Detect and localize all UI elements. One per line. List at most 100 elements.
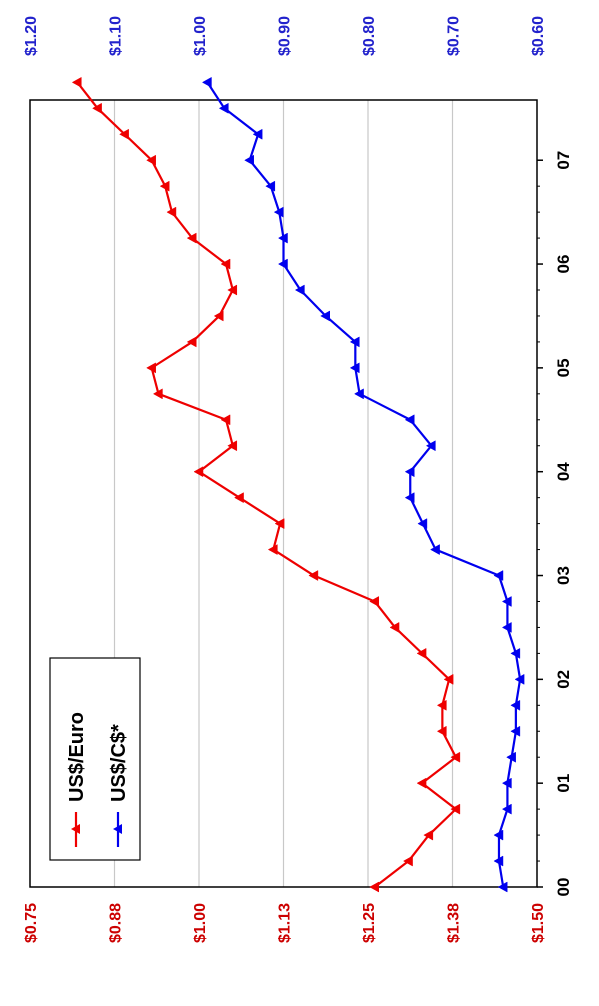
data-point (159, 180, 170, 192)
data-point (510, 647, 521, 659)
data-point (119, 128, 129, 140)
data-point (234, 492, 244, 504)
data-point (510, 725, 521, 737)
data-point (308, 570, 319, 581)
data-point (389, 622, 400, 633)
y-right-tick-label: $0.90 (277, 16, 294, 56)
data-point (267, 544, 278, 555)
data-point (493, 855, 504, 867)
data-point (423, 829, 434, 841)
legend-label: US$/C$* (108, 724, 130, 802)
gridlines (113, 100, 454, 887)
data-point (369, 596, 380, 607)
data-point (213, 310, 224, 322)
data-point (436, 725, 447, 737)
data-point (404, 466, 415, 478)
data-point (227, 440, 238, 452)
legend-label: US$/Euro (66, 712, 88, 802)
data-point (443, 673, 454, 685)
y-right-axis: $0.60 $0.70 $0.80 $0.90 $1.00 $1.10 $1.20 (23, 16, 547, 56)
data-point (166, 206, 177, 218)
x-tick-label: 00 (554, 878, 573, 897)
data-point (510, 699, 521, 711)
legend-item: US$/Euro (66, 712, 88, 847)
data-point (146, 154, 156, 166)
y-left-tick-label: $1.38 (446, 903, 463, 943)
legend-box (49, 657, 141, 861)
data-point (227, 284, 238, 296)
data-point (186, 336, 197, 348)
data-point (369, 881, 380, 893)
legend: US$/Euro US$/C$* (49, 657, 141, 861)
y-left-tick-label: $1.00 (192, 903, 209, 943)
x-tick-label: 05 (554, 358, 573, 377)
x-tick-label: 04 (554, 462, 573, 481)
series-line (206, 81, 522, 888)
data-point (416, 777, 427, 789)
y-left-tick-label: $1.50 (530, 903, 547, 943)
data-point (493, 570, 504, 581)
data-point (277, 258, 288, 270)
data-point (349, 362, 360, 374)
data-point (220, 414, 231, 426)
legend-swatch-marker (71, 824, 80, 834)
y-right-tick-label: $1.20 (23, 16, 40, 56)
y-left-tick-label: $1.25 (361, 903, 378, 943)
y-left-tick-label: $0.75 (23, 903, 40, 943)
data-point (201, 76, 212, 88)
data-point (497, 881, 508, 893)
x-tick-label: 03 (554, 566, 573, 585)
series-usd-cad (201, 76, 525, 893)
data-point (71, 76, 82, 88)
data-point (252, 128, 263, 140)
data-point (349, 336, 360, 348)
data-point (501, 777, 512, 789)
data-point (218, 102, 229, 114)
data-point (425, 440, 436, 452)
data-point (404, 492, 415, 504)
data-point (193, 466, 204, 478)
legend-item: US$/C$* (108, 724, 130, 847)
data-point (274, 518, 285, 530)
data-point (277, 232, 288, 244)
data-point (404, 414, 415, 426)
x-tick-label: 07 (554, 151, 573, 170)
y-right-tick-label: $1.00 (192, 16, 209, 56)
data-point (450, 803, 461, 815)
legend-swatch-marker (113, 824, 122, 834)
x-tick-label: 02 (554, 670, 573, 689)
y-left-tick-label: $0.88 (108, 903, 125, 943)
data-point (403, 855, 413, 867)
data-point (244, 154, 254, 166)
series-usd-euro (71, 76, 461, 893)
y-right-tick-label: $0.60 (530, 16, 547, 56)
data-point (436, 699, 447, 711)
x-tick-label: 06 (554, 255, 573, 274)
y-left-tick-label: $1.13 (277, 903, 294, 943)
x-tick-label: 01 (554, 774, 573, 793)
data-point (146, 362, 156, 374)
data-point (152, 388, 163, 400)
data-point (417, 518, 428, 530)
data-point (220, 258, 231, 270)
data-point (501, 596, 512, 607)
data-point (354, 388, 364, 400)
x-axis: 00 01 02 03 04 05 06 07 (537, 151, 573, 897)
y-left-axis: $0.75 $0.88 $1.00 $1.13 $1.25 $1.38 $1.50 (23, 903, 547, 943)
data-point (92, 102, 102, 114)
data-point (514, 673, 525, 685)
y-right-tick-label: $0.70 (446, 16, 463, 56)
data-point (501, 803, 512, 815)
data-point (320, 310, 330, 322)
data-point (294, 284, 305, 296)
plot-area-border (29, 99, 538, 888)
data-point (186, 232, 197, 244)
data-point (273, 206, 284, 218)
data-point (493, 829, 504, 841)
data-point (450, 751, 461, 763)
data-point (416, 647, 427, 659)
data-point (506, 751, 516, 763)
y-right-tick-label: $1.10 (108, 16, 125, 56)
